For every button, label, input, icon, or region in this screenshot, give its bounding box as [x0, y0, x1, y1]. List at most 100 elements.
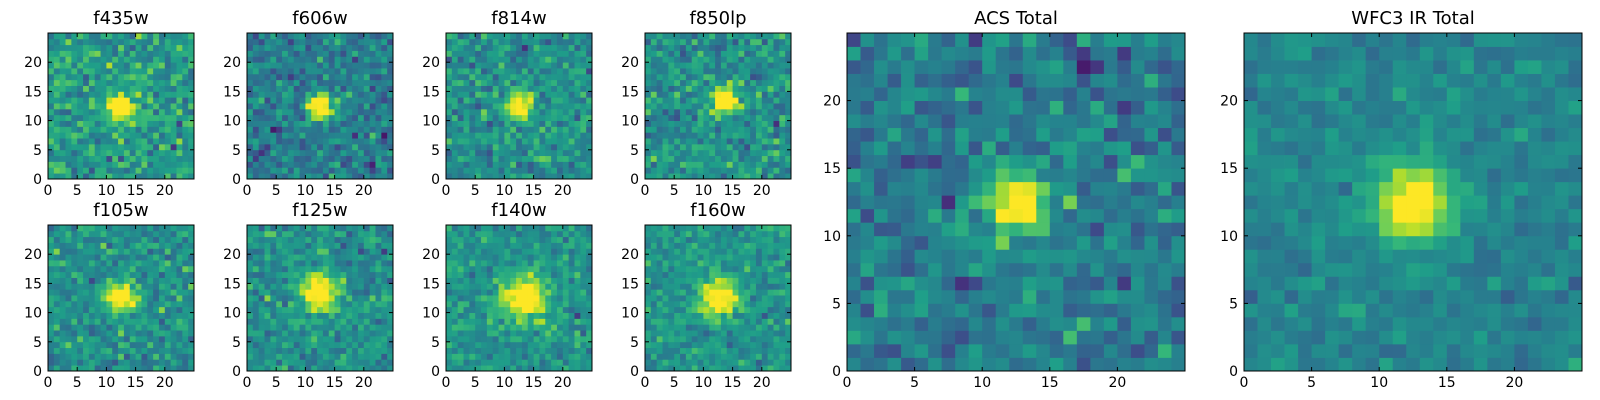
heatmap-cell — [282, 138, 289, 145]
heatmap-cell — [516, 330, 523, 337]
heatmap-cell — [147, 173, 154, 180]
heatmap-cell — [475, 161, 482, 168]
heatmap-cell — [680, 330, 687, 337]
heatmap-cell — [504, 283, 511, 290]
heatmap-cell — [71, 38, 78, 46]
heatmap-cell — [65, 91, 72, 98]
heatmap-cell — [504, 353, 511, 360]
heatmap-cell — [662, 295, 669, 302]
heatmap-cell — [539, 38, 546, 46]
heatmap-cell — [521, 155, 529, 162]
heatmap-cell — [141, 79, 148, 86]
heatmap-cell — [732, 167, 739, 174]
heatmap-cell — [369, 38, 376, 46]
heatmap-cell — [697, 347, 704, 354]
x-tick-label: 5 — [471, 375, 480, 391]
heatmap-cell — [357, 138, 365, 145]
heatmap-cell — [574, 108, 581, 116]
heatmap-cell — [252, 56, 260, 63]
heatmap-cell — [457, 324, 464, 331]
heatmap-cell — [334, 277, 341, 284]
heatmap-cell — [247, 56, 254, 63]
heatmap-cell — [369, 271, 376, 278]
heatmap-cell — [457, 295, 464, 302]
heatmap-cell — [176, 265, 183, 273]
heatmap-cell — [387, 289, 394, 296]
heatmap-cell — [516, 120, 523, 127]
heatmap-cell — [112, 56, 119, 63]
heatmap-cell — [580, 85, 587, 92]
heatmap-cell — [182, 161, 189, 168]
heatmap-cell — [170, 277, 177, 284]
heatmap-cell — [340, 277, 347, 284]
heatmap-cell — [340, 56, 347, 63]
heatmap-cell — [551, 365, 558, 372]
heatmap-cell — [299, 347, 306, 354]
heatmap-cell — [556, 254, 564, 261]
heatmap-cell — [539, 50, 546, 57]
heatmap-cell — [568, 108, 575, 116]
heatmap-cell — [77, 230, 84, 238]
heatmap-cell — [164, 295, 172, 302]
heatmap-cell — [264, 73, 271, 81]
heatmap-cell — [498, 271, 505, 278]
heatmap-cell — [527, 295, 534, 302]
heatmap-cell — [53, 79, 61, 86]
heatmap-cell — [106, 347, 113, 354]
heatmap-cell — [656, 56, 663, 63]
heatmap-cell — [352, 173, 359, 180]
heatmap-cell — [486, 295, 494, 302]
heatmap-cell — [744, 173, 751, 180]
heatmap-cell — [53, 306, 61, 313]
heatmap-cell — [59, 73, 66, 81]
heatmap-cell — [680, 91, 687, 98]
heatmap-cell — [88, 73, 96, 81]
heatmap-cell — [387, 236, 394, 243]
heatmap-cell — [556, 85, 564, 92]
heatmap-cell — [720, 312, 728, 319]
heatmap-cell — [65, 149, 72, 157]
heatmap-cell — [446, 289, 453, 296]
heatmap-cell — [761, 44, 769, 51]
heatmap-cell — [574, 236, 581, 243]
x-tick-label: 20 — [753, 183, 771, 199]
heatmap-cell — [656, 114, 663, 121]
heatmap-cell — [369, 248, 376, 255]
heatmap-cell — [720, 359, 728, 366]
heatmap-cell — [287, 271, 295, 278]
heatmap-cell — [135, 79, 142, 86]
heatmap-cell — [475, 230, 482, 238]
heatmap-cell — [59, 254, 66, 261]
heatmap-cell — [170, 85, 177, 92]
heatmap-cell — [586, 97, 593, 104]
heatmap-cell — [451, 353, 459, 360]
heatmap-cell — [726, 365, 733, 372]
heatmap-cell — [691, 155, 698, 162]
heatmap-cell — [720, 103, 728, 110]
heatmap-cell — [141, 50, 148, 57]
heatmap-cell — [732, 312, 739, 319]
heatmap-cell — [147, 341, 154, 349]
heatmap-cell — [463, 114, 470, 121]
heatmap-cell — [510, 341, 517, 349]
heatmap-cell — [674, 50, 681, 57]
x-tick-label: 20 — [156, 375, 174, 391]
heatmap-cell — [299, 230, 306, 238]
heatmap-cell — [645, 68, 652, 75]
heatmap-cell — [767, 85, 774, 92]
heatmap-cell — [153, 283, 160, 290]
heatmap-cell — [568, 155, 575, 162]
heatmap-cell — [311, 33, 318, 40]
heatmap-cell — [510, 161, 517, 168]
heatmap-cell — [59, 306, 66, 313]
heatmap-cell — [158, 85, 166, 92]
heatmap-cell — [176, 138, 183, 145]
heatmap-cell — [123, 225, 131, 232]
heatmap-cell — [83, 173, 90, 180]
heatmap-cell — [94, 79, 101, 86]
heatmap-cell — [504, 271, 511, 278]
heatmap-cell — [258, 143, 265, 151]
heatmap-cell — [709, 103, 716, 110]
